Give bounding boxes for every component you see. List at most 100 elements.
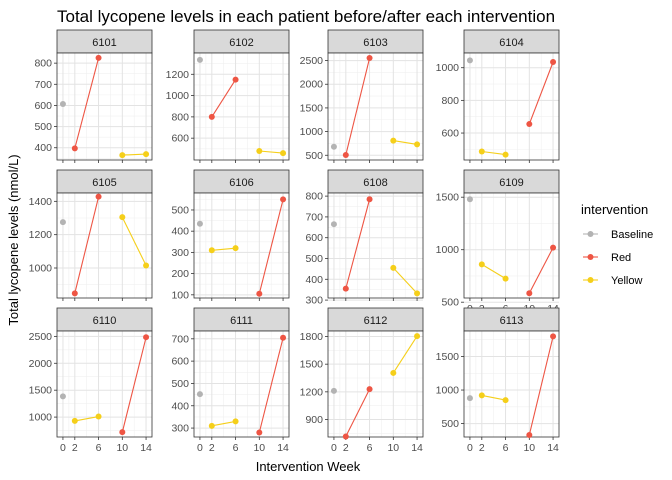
x-tick-label: 2 [72, 442, 78, 454]
facet-label: 6105 [92, 177, 116, 189]
series-line-yellow [393, 140, 418, 145]
x-tick-label: 0 [60, 442, 66, 454]
data-point-yellow [71, 417, 78, 424]
data-point-baseline [59, 393, 66, 400]
panel-6101: 6101 400 500 600 700 800 [34, 29, 153, 163]
y-tick-label: 500 [305, 150, 323, 162]
data-point-yellow [414, 290, 421, 297]
plot-area [464, 331, 559, 437]
plot-area [328, 53, 423, 160]
panel-6106: 6106 100 200 300 400 500 [171, 169, 290, 301]
legend-key-point [587, 277, 594, 283]
facet-label: 6113 [500, 315, 524, 327]
y-tick-label: 1500 [436, 192, 460, 204]
panel-6102: 6102 600 800 1000 1200 [166, 29, 290, 163]
series-line-yellow [481, 394, 506, 401]
x-axis-title: Intervention Week [256, 459, 361, 474]
y-tick-label: 300 [171, 423, 189, 435]
data-point-yellow [414, 333, 421, 340]
y-tick-label: 2500 [29, 331, 53, 343]
data-point-baseline [466, 395, 473, 402]
plot-area [464, 53, 559, 160]
panel-border [56, 192, 153, 299]
data-point-yellow [143, 262, 150, 269]
data-point-yellow [208, 422, 215, 429]
facet-label: 6106 [229, 177, 253, 189]
x-tick-label: 10 [387, 442, 399, 454]
data-point-baseline [59, 100, 66, 107]
data-point-yellow [478, 392, 485, 399]
y-tick-label: 500 [305, 253, 323, 265]
plot-area [57, 331, 152, 437]
y-tick-label: 1500 [300, 102, 324, 114]
facet-label: 6109 [499, 177, 523, 189]
y-tick-label: 400 [171, 400, 189, 412]
panel-border [193, 330, 290, 438]
x-tick-label: 14 [547, 442, 559, 454]
plot-area [328, 331, 423, 437]
data-point-yellow [390, 369, 397, 376]
series-line-red [258, 337, 284, 433]
data-point-yellow [502, 151, 509, 158]
x-tick-label: 6 [503, 442, 509, 454]
x-tick-label: 6 [96, 442, 102, 454]
series-line-red [74, 57, 100, 149]
y-tick-label: 500 [441, 297, 459, 309]
panel-6103: 6103 500 1000 1500 2000 2500 [300, 29, 424, 163]
data-point-yellow [390, 137, 397, 144]
data-point-red [143, 334, 150, 341]
data-point-yellow [119, 152, 126, 159]
data-point-yellow [280, 150, 287, 157]
y-tick-label: 1000 [436, 244, 460, 256]
y-tick-label: 2500 [300, 55, 324, 67]
panel-border [193, 192, 290, 299]
y-tick-label: 400 [34, 142, 52, 154]
data-point-red [280, 196, 287, 203]
y-tick-label: 500 [171, 378, 189, 390]
panel-6113: 6113 500 1000 1500 0 2 6 10 14 [436, 307, 560, 454]
series-line-red [345, 388, 371, 437]
data-point-yellow [502, 275, 509, 282]
plot-area [328, 193, 423, 298]
data-point-red [280, 334, 287, 341]
data-point-red [71, 290, 78, 297]
panel-6108: 6108 300 400 500 600 700 800 [305, 169, 424, 307]
panel-6104: 6104 600 800 1000 [436, 29, 560, 163]
data-point-red [342, 433, 349, 440]
data-point-yellow [119, 214, 126, 221]
panel-border [56, 330, 153, 438]
plot-area [57, 193, 152, 298]
data-point-red [550, 58, 557, 65]
x-tick-label: 14 [140, 442, 152, 454]
facet-label: 6101 [92, 37, 116, 49]
data-point-yellow [502, 397, 509, 404]
series-line-yellow [259, 150, 284, 154]
data-point-red [119, 429, 126, 436]
chart-title: Total lycopene levels in each patient be… [57, 7, 555, 26]
y-tick-label: 600 [171, 356, 189, 368]
x-tick-label: 2 [343, 442, 349, 454]
data-point-baseline [196, 56, 203, 63]
series-line-red [345, 57, 371, 156]
panel-6110: 6110 1000 1500 2000 2500 0 2 6 10 14 [29, 307, 153, 454]
x-tick-label: 6 [233, 442, 239, 454]
data-point-baseline [330, 221, 337, 228]
data-point-yellow [414, 141, 421, 148]
x-tick-label: 2 [209, 442, 215, 454]
series-line-yellow [392, 267, 418, 294]
data-point-yellow [232, 245, 239, 252]
y-tick-label: 500 [441, 418, 459, 430]
legend-label: Red [611, 252, 631, 264]
data-point-red [366, 54, 373, 61]
data-point-red [366, 386, 373, 393]
x-tick-label: 6 [367, 442, 373, 454]
data-point-red [342, 152, 349, 159]
y-tick-label: 300 [171, 247, 189, 259]
y-tick-label: 1200 [29, 229, 53, 241]
facet-label: 6111 [230, 315, 253, 327]
y-tick-label: 1000 [29, 263, 53, 275]
legend-key-point [587, 254, 594, 260]
panel-6111: 6111 300 400 500 600 700 0 2 6 10 14 [171, 307, 290, 454]
panel-border [463, 330, 560, 438]
